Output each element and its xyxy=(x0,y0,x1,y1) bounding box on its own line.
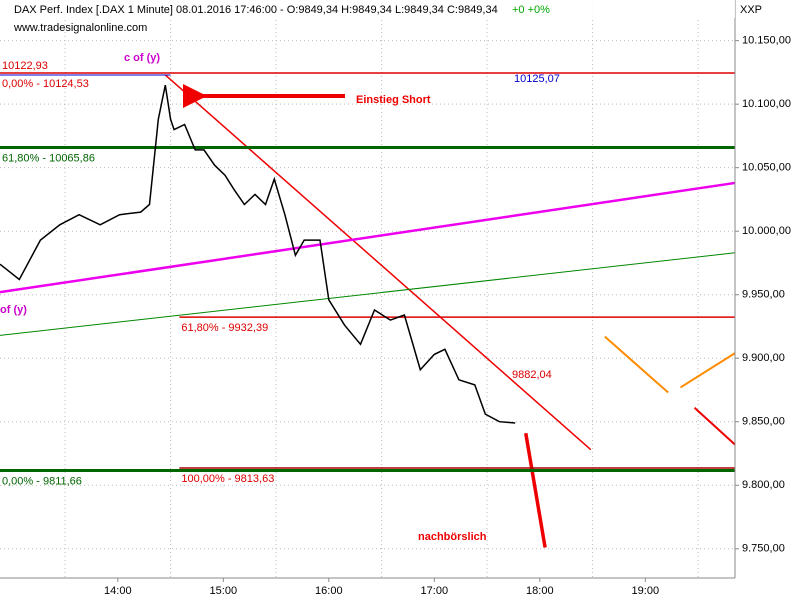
change: +0 +0% xyxy=(512,4,550,16)
level-label: 10122,93 xyxy=(2,60,48,72)
x-tick-label: 15:00 xyxy=(210,585,238,597)
level-label: 61,80% - 10065,86 xyxy=(2,152,95,164)
annotation: 10125,07 xyxy=(514,73,560,85)
price-line xyxy=(0,84,516,424)
trend-line xyxy=(0,252,736,336)
annotation: c of (y) xyxy=(124,52,160,64)
source: www.tradesignalonline.com xyxy=(13,22,147,34)
y-tick-label: 9.750,00 xyxy=(742,543,785,555)
level-label: 100,00% - 9813,63 xyxy=(181,473,274,485)
y-tick-label: 10.050,00 xyxy=(742,162,791,174)
y-tick-label: 9.950,00 xyxy=(742,289,785,301)
annotation: 9882,04 xyxy=(512,369,552,381)
trend-line xyxy=(164,74,592,451)
trend-line xyxy=(0,181,736,294)
annotation: nachbörslich xyxy=(418,531,487,543)
trend-line xyxy=(524,432,547,548)
y-tick-label: 10.000,00 xyxy=(742,225,791,237)
y-tick-label: 10.150,00 xyxy=(742,35,791,47)
x-tick-label: 16:00 xyxy=(315,585,343,597)
x-tick-label: 18:00 xyxy=(526,585,554,597)
level-label: 0,00% - 10124,53 xyxy=(2,78,89,90)
chart-title: DAX Perf. Index [.DAX 1 Minute] 08.01.20… xyxy=(14,4,498,16)
y-tick-label: 10.100,00 xyxy=(742,98,791,110)
trend-line xyxy=(693,407,736,446)
level-label: 0,00% - 9811,66 xyxy=(2,475,82,487)
x-tick-label: 14:00 xyxy=(104,585,132,597)
x-tick-label: 19:00 xyxy=(632,585,660,597)
y-tick-label: 9.800,00 xyxy=(742,479,785,491)
plot: 10122,93 0,00% - 10124,53 61,80% - 10065,8… xyxy=(0,0,736,578)
x-tick-label: 17:00 xyxy=(421,585,449,597)
annotation: of (y) xyxy=(0,304,27,316)
axis-label: XXP xyxy=(740,4,762,16)
title-bar xyxy=(0,0,735,18)
y-tick-label: 9.900,00 xyxy=(742,352,785,364)
y-tick-label: 9.850,00 xyxy=(742,416,785,428)
trend-line xyxy=(679,352,736,389)
level-label: 61,80% - 9932,39 xyxy=(181,322,268,334)
trend-line xyxy=(604,335,669,394)
annotation: Einstieg Short xyxy=(356,94,431,106)
